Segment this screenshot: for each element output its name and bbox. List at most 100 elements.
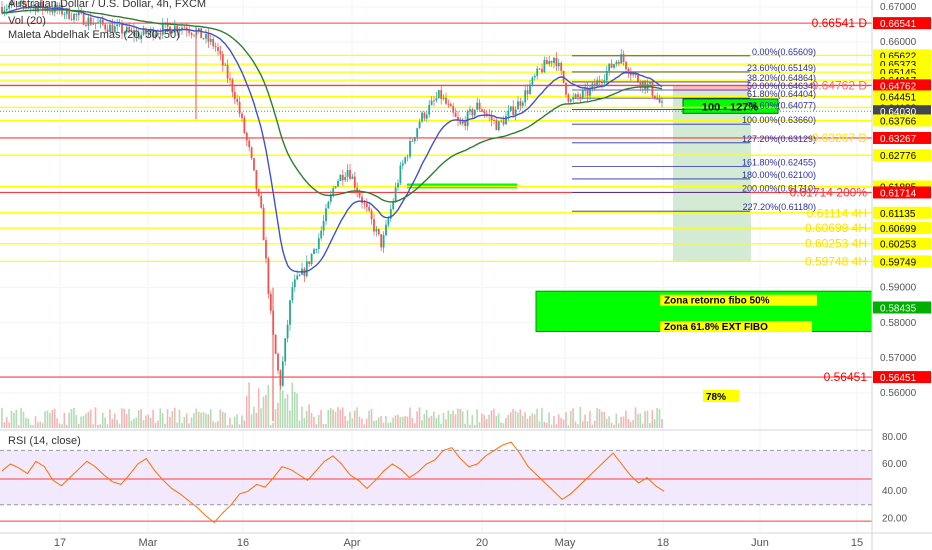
volume-bar (200, 412, 202, 428)
volume-bar (185, 413, 188, 428)
volume-label: Vol (20) (8, 15, 46, 27)
candle-body (555, 57, 558, 67)
candle-body (452, 106, 455, 113)
candle-body (20, 0, 23, 3)
candle-body (178, 29, 181, 32)
candle-body (267, 258, 270, 294)
candle-body (586, 87, 589, 96)
candle-body (533, 75, 536, 78)
volume-bar (322, 424, 325, 428)
volume-bar (207, 414, 210, 428)
volume-bar (176, 422, 178, 428)
candle-body (653, 95, 656, 99)
volume-bar (610, 422, 613, 428)
volume-bar (413, 423, 416, 428)
volume-bar (442, 413, 445, 428)
volume-bar (404, 416, 406, 428)
volume-bar (579, 407, 582, 428)
level-label: 0.64762 D (812, 79, 868, 93)
candle-body (514, 109, 517, 115)
volume-bar (509, 412, 512, 428)
candle-body (329, 194, 332, 202)
volume-bar (164, 423, 166, 428)
price-badge (873, 222, 931, 235)
level-label: 0.60699 4H (805, 221, 867, 235)
volume-bar (507, 414, 510, 428)
volume-bar (61, 424, 63, 428)
candle-body (243, 117, 246, 133)
candle-body (205, 34, 207, 39)
volume-bar (603, 411, 606, 428)
candle-body (32, 5, 35, 7)
volume-bar (449, 414, 452, 428)
candle-body (269, 293, 272, 311)
candle-body (248, 140, 251, 148)
candle-body (598, 80, 601, 83)
candle-body (637, 75, 639, 82)
price-badge-label: 0.59749 (880, 257, 917, 268)
time-tick: 16 (237, 537, 249, 549)
volume-bar (421, 420, 423, 428)
candle-body (392, 201, 395, 210)
time-tick: Apr (343, 537, 360, 549)
candle-body (260, 195, 263, 208)
candle-body (135, 32, 138, 36)
candle-body (382, 235, 385, 248)
volume-bar (85, 413, 87, 428)
volume-bar (245, 396, 248, 428)
volume-bar (569, 410, 572, 428)
fib-label: 100.00%(0.63660) (742, 115, 816, 125)
volume-bar (313, 416, 315, 428)
candle-body (608, 63, 611, 71)
candle-body (471, 109, 474, 116)
volume-bar (562, 419, 565, 428)
volume-bar (293, 391, 296, 428)
volume-bar (289, 410, 291, 428)
rsi-line (1, 441, 665, 524)
volume-bar (111, 418, 114, 428)
price-badge-label: 0.63267 (880, 134, 917, 145)
volume-bar (337, 407, 339, 428)
volume-bar (469, 424, 471, 428)
candle-body (483, 111, 486, 114)
candle-body (519, 101, 522, 106)
time-tick: Jun (751, 537, 769, 549)
volume-bar (250, 414, 253, 428)
volume-bar (353, 410, 356, 428)
candle-body (75, 13, 78, 16)
fib-label: 50.00%(0.64634) (747, 81, 816, 91)
volume-bar (118, 423, 121, 428)
candle-body (171, 32, 174, 34)
volume-bar (406, 416, 409, 428)
volume-bar (418, 407, 421, 428)
candle-body (526, 90, 529, 94)
volume-bar (169, 416, 171, 428)
volume-bar (574, 421, 577, 428)
candle-body (121, 24, 123, 34)
stop-zone (673, 85, 751, 92)
candle-body (601, 82, 603, 84)
price-badge-label: 0.65622 (880, 51, 917, 62)
candle-body (5, 8, 8, 11)
volume-bar (560, 417, 562, 428)
candle-body (505, 115, 507, 125)
candle-body (63, 14, 66, 15)
volume-bar (368, 410, 370, 428)
candle-body (617, 61, 620, 64)
fib-label: 23.60%(0.65149) (747, 63, 816, 73)
candle-body (365, 203, 368, 207)
volume-bar (584, 414, 586, 428)
candle-body (625, 61, 627, 70)
candle-body (193, 34, 195, 36)
volume-bar (485, 419, 488, 428)
candle-body (581, 90, 584, 98)
candle-body (404, 157, 407, 164)
candle-body (145, 28, 147, 35)
volume-bar (123, 408, 126, 428)
candle-body (529, 84, 531, 94)
price-badge-label: 0.66541 (880, 19, 917, 30)
candle-body (128, 26, 131, 31)
time-tick: 15 (851, 537, 863, 549)
volume-bar (99, 424, 102, 428)
